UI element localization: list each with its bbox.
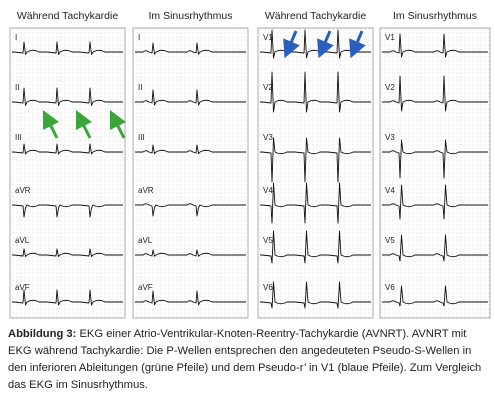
lead-label: V3 [385, 133, 395, 142]
lead-label: V4 [263, 186, 273, 195]
ecg-trace [382, 234, 488, 262]
lead-label: II [138, 83, 142, 92]
panel-heading: Während Tachykardie [265, 10, 367, 22]
lead-label: V6 [385, 283, 395, 292]
ecg-trace [12, 289, 123, 306]
caption-text: EKG einer Atrio-Ventrikular-Knoten-Reent… [8, 328, 482, 391]
lead-label: aVR [15, 186, 31, 195]
lead-label: V4 [385, 186, 395, 195]
lead-label: aVL [138, 236, 153, 245]
green-arrows [42, 109, 127, 139]
ecg-trace [12, 204, 123, 218]
ecg-trace [260, 230, 371, 264]
caption-label: Abbildung 3: [8, 328, 77, 340]
ecg-trace [260, 182, 371, 224]
panel-grid [257, 27, 374, 319]
lead-label: V1 [263, 33, 273, 42]
lead-label: I [138, 33, 140, 42]
lead-label: I [15, 33, 17, 42]
lead-label: V5 [385, 236, 395, 245]
lead-label: II [15, 83, 19, 92]
ecg-trace [382, 285, 488, 307]
ecg-trace [135, 42, 246, 55]
ecg-trace [382, 139, 488, 179]
ecg-trace [260, 137, 371, 183]
ecg-trace [12, 41, 123, 55]
panel-grid [379, 27, 491, 319]
panel-grid [132, 27, 249, 319]
lead-label: aVF [138, 283, 153, 292]
ecg-trace [135, 144, 246, 155]
ecg-trace [382, 184, 488, 220]
lead-label: V1 [385, 33, 395, 42]
lead-label: aVR [138, 186, 154, 195]
lead-label: aVF [15, 283, 30, 292]
ecg-trace [260, 71, 371, 113]
lead-label: V3 [263, 133, 273, 142]
lead-label: V2 [263, 83, 273, 92]
panel-grid [9, 27, 126, 319]
ecg-trace [135, 89, 246, 106]
ecg-trace [382, 33, 488, 58]
ecg-trace [135, 249, 246, 257]
caption: Abbildung 3: EKG einer Atrio-Ventrikular… [8, 326, 490, 394]
lead-label: III [15, 133, 22, 142]
blue-arrows [283, 30, 366, 59]
ecg-trace [12, 248, 123, 257]
ecg-trace [260, 281, 371, 309]
panel-heading: Im Sinusrhythmus [148, 10, 232, 22]
ecg-trace [382, 75, 488, 112]
panel-heading: Im Sinusrhythmus [393, 10, 477, 22]
ecg-trace [12, 87, 123, 106]
lead-label: III [138, 133, 145, 142]
lead-label: V6 [263, 283, 273, 292]
lead-label: aVL [15, 236, 30, 245]
ecg-trace [12, 143, 123, 155]
lead-label: V2 [385, 83, 395, 92]
ecg-trace [260, 29, 371, 59]
ecg-trace [135, 203, 246, 217]
ecg-trace [135, 290, 246, 306]
lead-label: V5 [263, 236, 273, 245]
panel-heading: Während Tachykardie [17, 10, 119, 22]
